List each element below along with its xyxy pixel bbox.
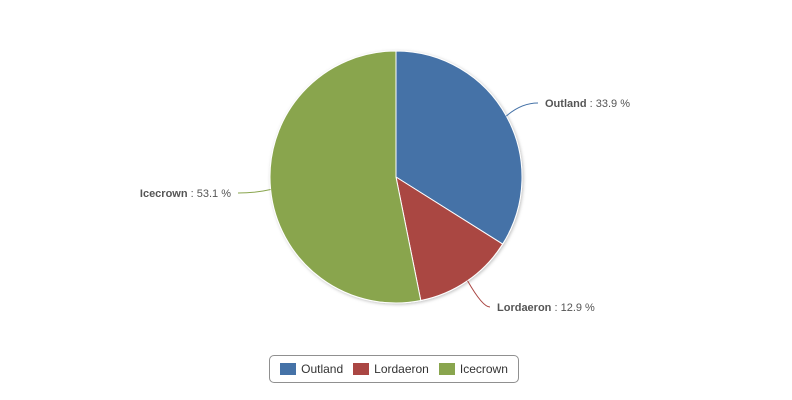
data-label-name: Lordaeron [497, 302, 552, 314]
data-label-separator: : [587, 98, 596, 110]
data-label-percent: 12.9 % [561, 302, 595, 314]
data-label-lordaeron: Lordaeron : 12.9 % [497, 302, 595, 314]
pie-slices [269, 50, 523, 304]
connector-lordaeron [467, 280, 491, 308]
connector-icecrown [237, 188, 271, 194]
data-label-outland: Outland : 33.9 % [545, 98, 630, 110]
legend-swatch [438, 363, 455, 375]
legend-swatch [280, 363, 297, 375]
legend-item-lordaeron[interactable]: Lordaeron [353, 362, 429, 376]
pie-slice-icecrown[interactable] [269, 50, 422, 304]
connector-outland [505, 102, 539, 117]
data-label-separator: : [188, 188, 197, 200]
chart-legend: Outland Lordaeron Icecrown [269, 355, 519, 383]
legend-label: Icecrown [459, 362, 508, 376]
legend-swatch [353, 363, 370, 375]
data-label-name: Icecrown [140, 188, 188, 200]
legend-label: Outland [301, 362, 344, 376]
legend-item-icecrown[interactable]: Icecrown [438, 362, 508, 376]
data-label-percent: 33.9 % [596, 98, 630, 110]
pie-slice-lordaeron[interactable] [395, 176, 504, 302]
legend-item-outland[interactable]: Outland [280, 362, 343, 376]
pie-labels: Outland : 33.9 % Lordaeron : 12.9 % Icecro… [140, 98, 630, 314]
data-label-separator: : [551, 302, 560, 314]
data-label-percent: 53.1 % [197, 188, 231, 200]
legend-label: Lordaeron [374, 362, 429, 376]
pie-slice-outland[interactable] [395, 50, 523, 245]
data-label-icecrown: Icecrown : 53.1 % [140, 188, 231, 200]
data-label-name: Outland [545, 98, 587, 110]
